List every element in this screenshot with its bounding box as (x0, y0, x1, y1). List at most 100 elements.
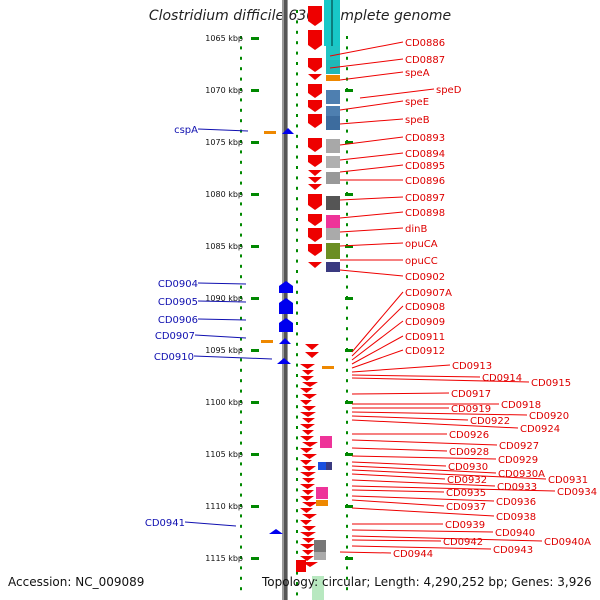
gene-label-cd0910[interactable]: CD0910 (154, 352, 194, 363)
gene-label-cd0906[interactable]: CD0906 (158, 315, 198, 326)
scale-dot (346, 306, 348, 310)
gene-label-cd0929[interactable]: CD0929 (498, 455, 538, 466)
gene-feature (302, 526, 316, 531)
gene-label-cd0930[interactable]: CD0930 (448, 462, 488, 473)
scale-dot (346, 275, 348, 279)
protein-domain-box (326, 116, 340, 130)
scale-major-tick (345, 505, 353, 508)
scale-dot (240, 150, 242, 154)
gene-feature-reverse (279, 281, 293, 293)
scale-dot (240, 233, 242, 237)
scale-dot (296, 124, 298, 128)
gene-label-cd0935[interactable]: CD0935 (446, 488, 486, 499)
gene-label-cd0907a[interactable]: CD0907A (405, 288, 452, 299)
scale-dot (346, 535, 348, 539)
protein-domain-box (326, 228, 340, 240)
gene-label-cd0914[interactable]: CD0914 (482, 373, 522, 384)
gene-label-cd0905[interactable]: CD0905 (158, 297, 198, 308)
gene-label-cd0897[interactable]: CD0897 (405, 193, 445, 204)
gene-label-cd0940[interactable]: CD0940 (495, 528, 535, 539)
label-connector (351, 439, 498, 446)
gene-label-cd0936[interactable]: CD0936 (496, 497, 536, 508)
label-connector (351, 419, 519, 429)
gene-feature (308, 228, 322, 242)
scale-dot (240, 56, 242, 60)
gene-feature (308, 100, 322, 112)
gene-label-cd0896[interactable]: CD0896 (405, 176, 445, 187)
scale-dot (296, 176, 298, 180)
scale-major-tick (345, 453, 353, 456)
scale-dot (296, 363, 298, 367)
gene-label-speb[interactable]: speB (405, 115, 430, 126)
gene-label-cd0944[interactable]: CD0944 (393, 549, 433, 560)
gene-label-cd0920[interactable]: CD0920 (529, 411, 569, 422)
label-connector (359, 88, 435, 99)
gene-label-cd0904[interactable]: CD0904 (158, 279, 198, 290)
gene-label-cd0898[interactable]: CD0898 (405, 208, 445, 219)
gene-label-cd0893[interactable]: CD0893 (405, 133, 445, 144)
gene-label-cd0933[interactable]: CD0933 (497, 482, 537, 493)
gene-label-sped[interactable]: speD (436, 85, 462, 96)
gene-label-cd0902[interactable]: CD0902 (405, 272, 445, 283)
gene-label-spea[interactable]: speA (405, 68, 430, 79)
gene-label-cspa[interactable]: cspA (174, 125, 198, 136)
gene-label-cd0930a[interactable]: CD0930A (498, 469, 545, 480)
gene-label-cd0938[interactable]: CD0938 (496, 512, 536, 523)
gene-label-cd0915[interactable]: CD0915 (531, 378, 571, 389)
label-connector (351, 465, 497, 474)
gene-label-cd0943[interactable]: CD0943 (493, 545, 533, 556)
gene-label-cd0928[interactable]: CD0928 (449, 447, 489, 458)
gene-label-opucc[interactable]: opuCC (405, 256, 438, 267)
gene-feature (308, 170, 322, 176)
gene-label-cd0908[interactable]: CD0908 (405, 302, 445, 313)
gene-label-cd0917[interactable]: CD0917 (451, 389, 491, 400)
gene-label-cd0886[interactable]: CD0886 (405, 38, 445, 49)
scale-major-tick (251, 349, 259, 352)
scale-dot (240, 472, 242, 476)
scale-dot (240, 264, 242, 268)
gene-label-cd0887[interactable]: CD0887 (405, 55, 445, 66)
gene-label-cd0907[interactable]: CD0907 (155, 331, 195, 342)
gene-label-cd0934[interactable]: CD0934 (557, 487, 597, 498)
scale-dot (296, 540, 298, 544)
gene-feature (300, 376, 314, 381)
gene-label-cd0940a[interactable]: CD0940A (544, 537, 591, 548)
protein-domain-box (326, 60, 340, 74)
scale-dot (296, 446, 298, 450)
scale-dot (346, 264, 348, 268)
scale-dot (240, 160, 242, 164)
scale-dot (296, 114, 298, 117)
gene-label-cd0895[interactable]: CD0895 (405, 161, 445, 172)
gene-feature (308, 84, 322, 98)
gene-feature (300, 496, 314, 501)
gene-label-cd0919[interactable]: CD0919 (451, 404, 491, 415)
gene-label-cd0941[interactable]: CD0941 (145, 518, 185, 529)
gene-label-cd0932[interactable]: CD0932 (447, 475, 487, 486)
gene-feature (300, 520, 312, 525)
scale-dot (240, 504, 242, 507)
gene-label-cd0924[interactable]: CD0924 (520, 424, 560, 435)
gene-label-cd0909[interactable]: CD0909 (405, 317, 445, 328)
gene-label-opuca[interactable]: opuCA (405, 239, 438, 250)
gene-label-cd0927[interactable]: CD0927 (499, 441, 539, 452)
scale-dot (296, 62, 298, 65)
scale-dot (296, 197, 298, 201)
gene-label-cd0926[interactable]: CD0926 (449, 430, 489, 441)
gene-label-cd0942[interactable]: CD0942 (443, 537, 483, 548)
gene-label-cd0939[interactable]: CD0939 (445, 520, 485, 531)
gene-feature (302, 502, 318, 507)
gene-label-dinb[interactable]: dinB (405, 224, 427, 235)
gene-label-cd0913[interactable]: CD0913 (452, 361, 492, 372)
gene-label-cd0894[interactable]: CD0894 (405, 149, 445, 160)
gene-feature-reverse (269, 529, 283, 534)
gene-feature-reverse (279, 338, 291, 344)
gene-label-cd0911[interactable]: CD0911 (405, 332, 445, 343)
gene-label-spee[interactable]: speE (405, 97, 429, 108)
gene-label-cd0912[interactable]: CD0912 (405, 346, 445, 357)
gene-label-cd0931[interactable]: CD0931 (548, 475, 588, 486)
label-connector (351, 364, 451, 373)
protein-domain-box (316, 500, 328, 506)
gene-label-cd0937[interactable]: CD0937 (446, 502, 486, 513)
gene-label-cd0918[interactable]: CD0918 (501, 400, 541, 411)
gene-label-cd0922[interactable]: CD0922 (470, 416, 510, 427)
